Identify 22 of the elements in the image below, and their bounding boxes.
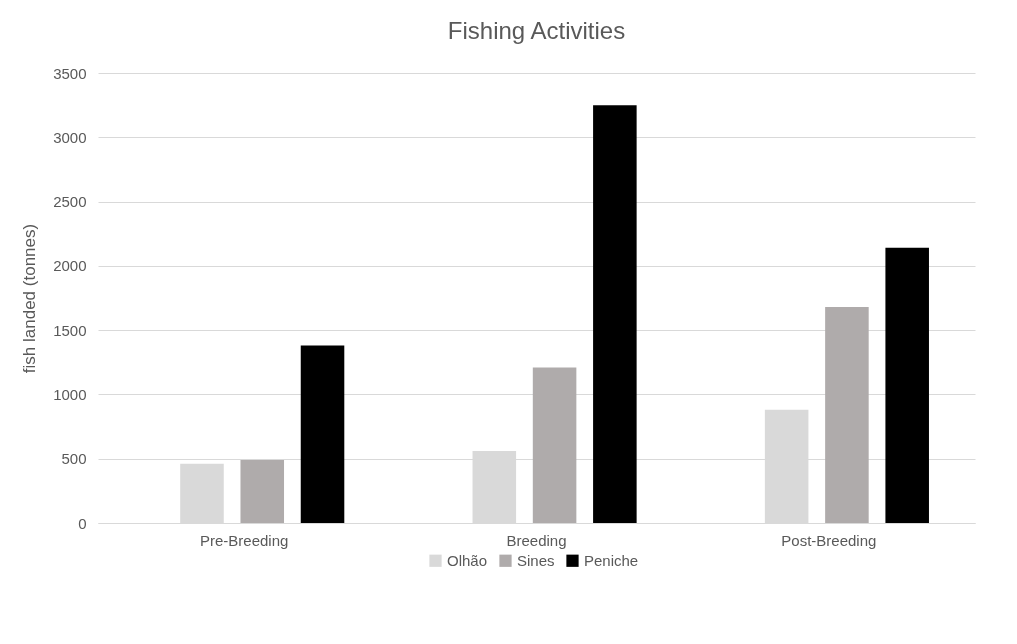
legend-label: Olhão [447,551,488,569]
y-tick-label: 1500 [53,321,87,339]
y-tick-label: 2000 [53,257,87,275]
y-axis-title: fish landed (tonnes) [20,223,40,374]
bar [593,105,637,523]
bar [240,460,285,523]
bar [532,367,577,523]
bar [300,345,345,523]
y-tick-label: 3000 [53,128,87,146]
y-tick-label: 0 [78,514,87,532]
bar [825,307,869,523]
legend-label: Sines [517,551,555,569]
chart-title: Fishing Activities [447,17,626,44]
y-tick-label: 3500 [53,64,87,82]
y-tick-label: 1000 [53,385,87,403]
y-tick-label: 2500 [53,193,87,211]
y-tick-label: 500 [61,450,87,468]
x-tick-label: Post-Breeding [781,531,877,549]
legend-label: Peniche [584,551,639,569]
bar [885,247,929,523]
x-tick-label: Breeding [506,531,567,549]
x-tick-label: Pre-Breeding [199,531,289,549]
